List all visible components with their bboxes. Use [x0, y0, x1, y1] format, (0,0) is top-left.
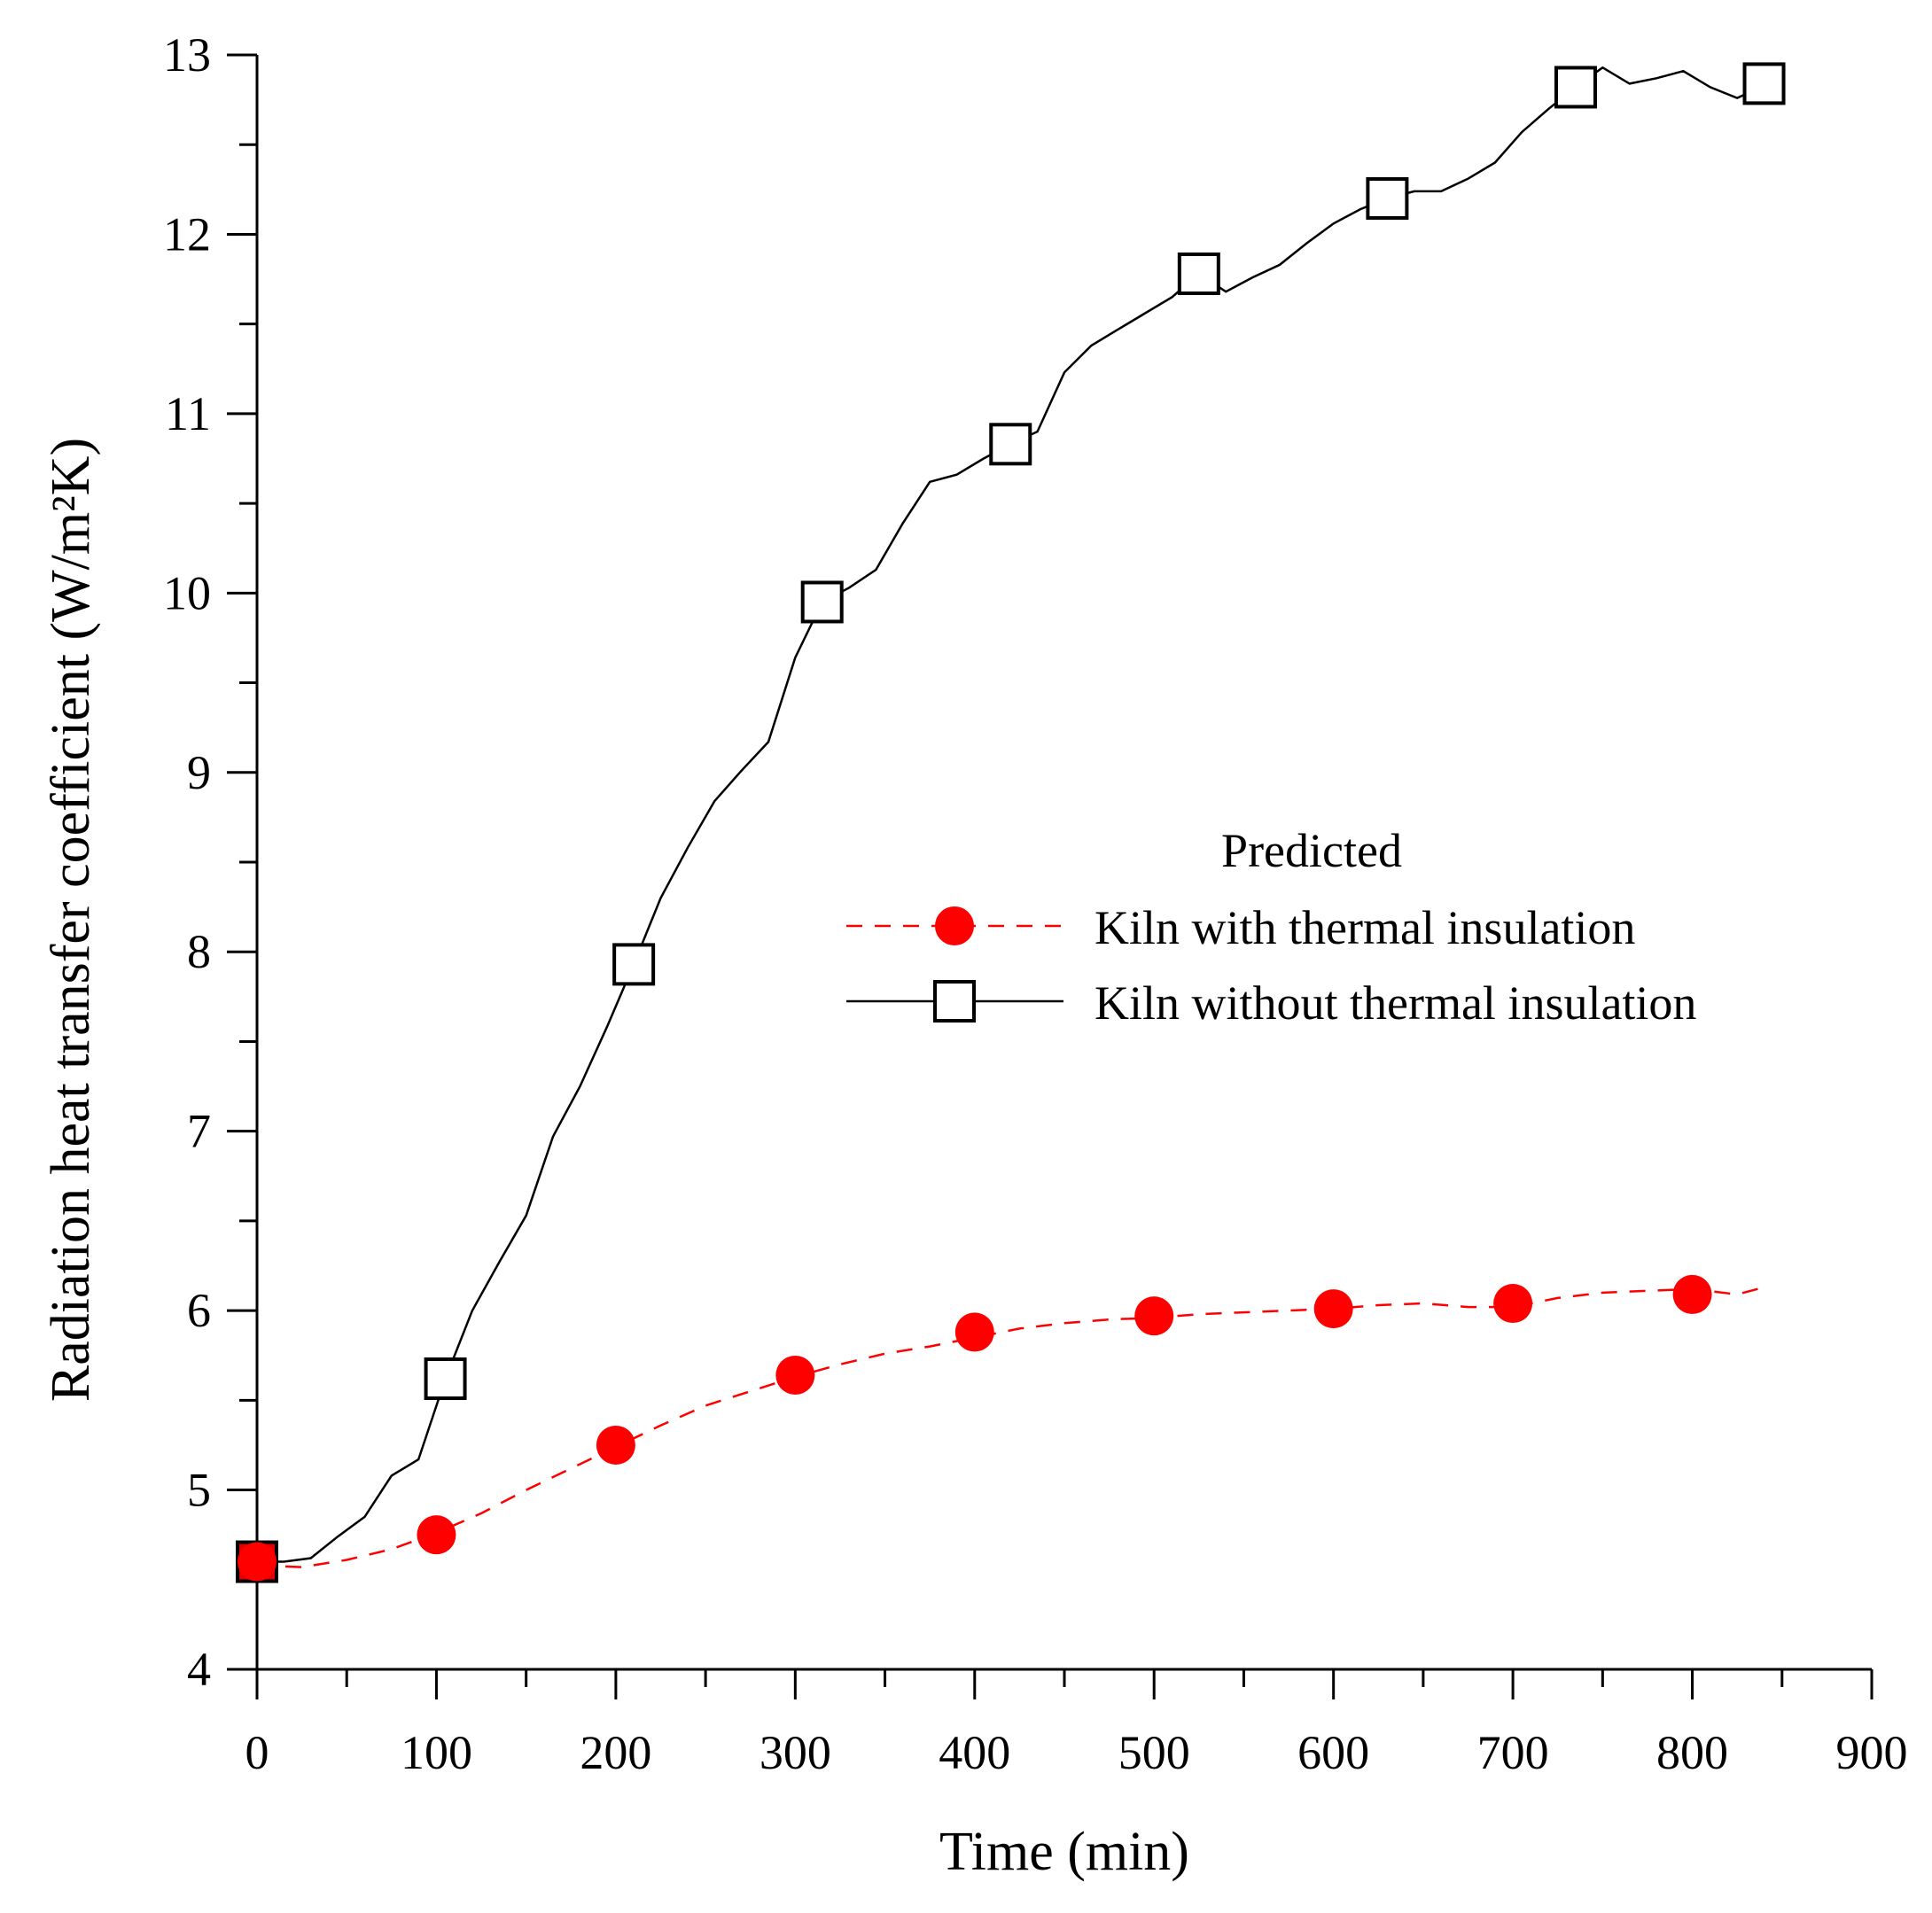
- y-tick-label: 7: [187, 1105, 211, 1158]
- x-tick-label: 400: [939, 1726, 1010, 1779]
- data-point-without-insulation: [989, 423, 1032, 466]
- x-axis-title: Time (min): [939, 1822, 1189, 1882]
- series-line-without-insulation: [257, 66, 1765, 1563]
- x-tick-label: 800: [1656, 1726, 1728, 1779]
- y-tick-label: 4: [187, 1643, 211, 1696]
- legend-label-with-insulation: Kiln with thermal insulation: [1095, 901, 1635, 954]
- data-point-with-insulation: [1134, 1296, 1174, 1336]
- data-point-with-insulation: [596, 1425, 635, 1465]
- y-axis-title: Radiation heat transfer coefficient (W/m…: [41, 438, 101, 1402]
- data-point-without-insulation: [1742, 62, 1786, 105]
- x-tick-label: 600: [1297, 1726, 1369, 1779]
- y-tick-label: 9: [187, 746, 211, 799]
- data-point-with-insulation: [1313, 1289, 1353, 1329]
- series-layer: [236, 62, 1786, 1583]
- x-tick-label: 100: [401, 1726, 472, 1779]
- x-tick-label: 700: [1477, 1726, 1549, 1779]
- x-tick-label: 300: [760, 1726, 831, 1779]
- data-point-with-insulation: [954, 1312, 994, 1352]
- y-tick-label: 13: [163, 28, 211, 82]
- legend-marker-without-insulation: [933, 980, 976, 1023]
- data-point-without-insulation: [1177, 252, 1220, 295]
- data-point-with-insulation: [1493, 1284, 1533, 1324]
- legend-label-without-insulation: Kiln without thermal insulation: [1095, 976, 1696, 1030]
- axes-layer: 4 5 6 7 8 9 10 11 12 13 0 100 200 300 400 500 600 700 800 9…: [41, 28, 1908, 1882]
- x-tick-label: 0: [245, 1726, 269, 1779]
- y-tick-label: 11: [165, 387, 211, 440]
- data-point-without-insulation: [1554, 66, 1597, 109]
- data-point-with-insulation: [775, 1355, 815, 1395]
- x-tick-label: 500: [1118, 1726, 1190, 1779]
- y-tick-label: 12: [163, 207, 211, 261]
- y-tick-label: 5: [187, 1464, 211, 1517]
- data-point-without-insulation: [800, 580, 844, 624]
- y-tick-label: 10: [163, 566, 211, 619]
- data-point-with-insulation: [417, 1515, 456, 1555]
- series-line-with-insulation: [256, 1286, 1765, 1568]
- data-point-with-insulation: [1672, 1274, 1712, 1314]
- data-point-with-insulation: [238, 1542, 277, 1582]
- data-point-without-insulation: [424, 1357, 467, 1401]
- data-point-without-insulation: [1366, 176, 1409, 220]
- legend: Predicted Kiln with thermal insulation Kil…: [846, 824, 1696, 1030]
- x-tick-label: 200: [580, 1726, 651, 1779]
- y-tick-label: 8: [187, 925, 211, 978]
- legend-title: Predicted: [1221, 824, 1402, 877]
- x-tick-label: 900: [1836, 1726, 1908, 1779]
- data-point-without-insulation: [612, 943, 656, 986]
- legend-marker-with-insulation: [935, 906, 974, 945]
- y-tick-label: 6: [187, 1284, 211, 1337]
